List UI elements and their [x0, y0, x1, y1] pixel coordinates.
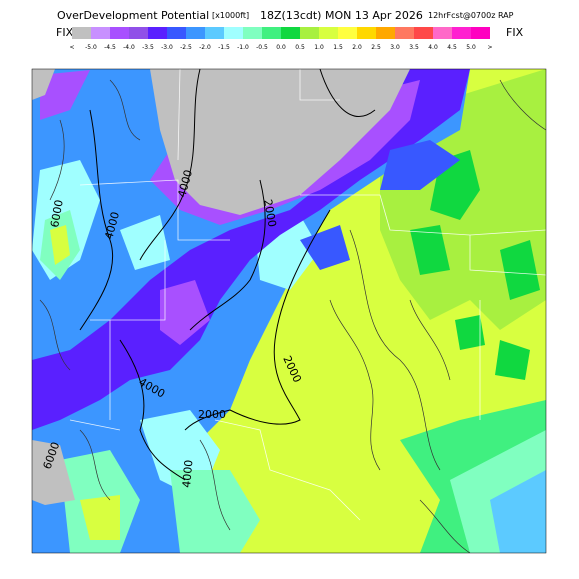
colorbar-swatch: [110, 27, 129, 39]
colorbar-label: -3.5: [142, 44, 154, 51]
border: [69, 69, 546, 521]
colorbar-label: -2.0: [199, 44, 211, 51]
fix-left: FIX: [56, 26, 74, 39]
colorbar-swatch: [224, 27, 243, 39]
units: [x1000ft]: [212, 11, 249, 20]
colorbar-label: 3.5: [409, 44, 419, 51]
field-area: [490, 470, 546, 553]
colorbar-swatch: [395, 27, 414, 39]
contour-line: [184, 209, 331, 431]
field-area: [150, 69, 410, 215]
colorbar-swatch: [452, 27, 471, 39]
colorbar-swatch: [205, 27, 224, 39]
colorbar-swatch: [471, 27, 490, 39]
colorbar-label: -3.0: [161, 44, 173, 51]
colorbar-label: <: [69, 44, 74, 51]
colorbar-swatch: [167, 27, 186, 39]
title: OverDevelopment Potential: [57, 9, 209, 22]
colorbar-label: 3.0: [390, 44, 400, 51]
colorbar-label: -1.0: [237, 44, 249, 51]
forecast: 12hrFcst@0700z RAP: [428, 11, 514, 20]
colorbar-label: -4.5: [104, 44, 116, 51]
field-area: [410, 150, 540, 380]
colorbar-label: -4.0: [123, 44, 135, 51]
colorbar-swatch: [338, 27, 357, 39]
contour-label: 2000: [261, 198, 279, 228]
colorbar-swatch: [91, 27, 110, 39]
colorbar-swatch: [357, 27, 376, 39]
colorbar-label: 4.5: [447, 44, 457, 51]
field-area: [32, 69, 75, 505]
colorbar-swatch: [376, 27, 395, 39]
colorbar-swatch: [319, 27, 338, 39]
colorbar-label: -0.5: [256, 44, 268, 51]
field-area: [40, 70, 210, 345]
colorbar-label: 1.0: [314, 44, 324, 51]
contour-label: 6000: [48, 199, 66, 229]
contour-line: [39, 79, 546, 553]
colorbar-label: 4.0: [428, 44, 438, 51]
colorbar-label: -2.5: [180, 44, 192, 51]
field-area: [40, 210, 260, 553]
contour-label: 4000: [180, 459, 195, 488]
colorbar-swatch: [72, 27, 91, 39]
colorbar-label: 1.5: [333, 44, 343, 51]
colorbar-label: >: [487, 44, 492, 51]
field-area: [32, 160, 320, 500]
colorbar-label: -5.0: [85, 44, 97, 51]
colorbar-swatch: [129, 27, 148, 39]
valid-time: 18Z(13cdt) MON 13 Apr 2026: [260, 9, 423, 22]
contour-line: [319, 69, 376, 117]
colorbar-label: 5.0: [466, 44, 476, 51]
colorbar-label: 2.0: [352, 44, 362, 51]
field-area: [50, 225, 120, 540]
colorbar-swatch: [262, 27, 281, 39]
colorbar-swatch: [433, 27, 452, 39]
contour-label: 2000: [198, 408, 226, 421]
fix-right: FIX: [506, 26, 524, 39]
colorbar-label: 0.0: [276, 44, 286, 51]
field-area: [32, 69, 470, 553]
contour-line: [79, 109, 114, 331]
colorbar-swatch: [414, 27, 433, 39]
colorbar-swatch: [281, 27, 300, 39]
colorbar-swatch: [186, 27, 205, 39]
colorbar-swatch: [243, 27, 262, 39]
colorbar-swatch: [300, 27, 319, 39]
map-frame: [31, 68, 547, 554]
contour-line: [189, 179, 266, 331]
colorbar-label: 0.5: [295, 44, 305, 51]
field-area: [300, 140, 460, 270]
map: 6000 4000 4000 2000 2000 2000 4000 6000 …: [32, 69, 546, 553]
colorbar-swatch: [148, 27, 167, 39]
colorbar: < -5.0 -4.5 -4.0 -3.5 -3.0 -2.5 -2.0 -1.5 -1.0 -0.…: [69, 27, 493, 51]
contour-line: [119, 339, 186, 481]
contour-line: [139, 69, 201, 261]
colorbar-label: 2.5: [371, 44, 381, 51]
colorbar-label: -1.5: [218, 44, 230, 51]
